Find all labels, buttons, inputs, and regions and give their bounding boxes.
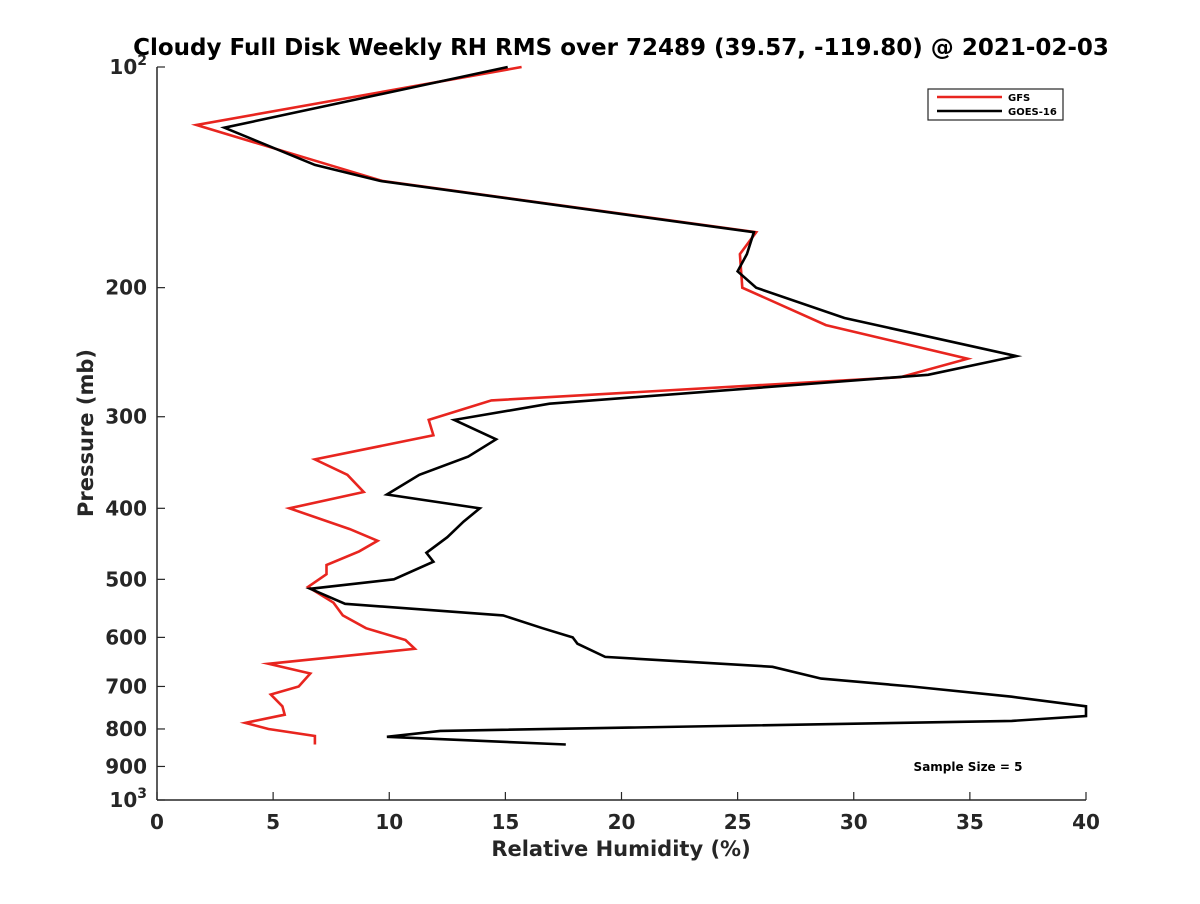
sample-size-annotation: Sample Size = 5 — [914, 760, 1023, 774]
y-tick-exponent: 3 — [137, 786, 147, 802]
x-tick-label: 25 — [724, 810, 752, 834]
x-tick-label: 35 — [956, 810, 984, 834]
y-tick-base: 10 — [109, 788, 137, 812]
x-tick-label: 20 — [608, 810, 636, 834]
x-tick-label: 10 — [375, 810, 403, 834]
y-axis-label: Pressure (mb) — [74, 349, 98, 517]
legend-label-goes-16: GOES-16 — [1008, 107, 1057, 118]
y-tick-exponent: 2 — [137, 53, 147, 69]
x-tick-label: 0 — [150, 810, 164, 834]
x-axis-label: Relative Humidity (%) — [491, 837, 750, 861]
y-tick-label: 200 — [105, 276, 147, 300]
chart-title: Cloudy Full Disk Weekly RH RMS over 7248… — [133, 35, 1109, 61]
legend: GFS GOES-16 — [928, 89, 1063, 120]
y-tick-label: 500 — [105, 567, 147, 591]
x-tick-label: 40 — [1072, 810, 1100, 834]
y-tick-label: 800 — [105, 717, 147, 741]
y-tick-label: 700 — [105, 674, 147, 698]
x-tick-label: 30 — [840, 810, 868, 834]
y-tick-label: 400 — [105, 496, 147, 520]
legend-label-gfs: GFS — [1008, 93, 1030, 104]
x-tick-label: 15 — [491, 810, 519, 834]
y-tick-label: 300 — [105, 405, 147, 429]
y-tick-label: 600 — [105, 625, 147, 649]
x-tick-label: 5 — [266, 810, 280, 834]
y-tick-base: 10 — [109, 55, 137, 79]
y-tick-label: 900 — [105, 754, 147, 778]
